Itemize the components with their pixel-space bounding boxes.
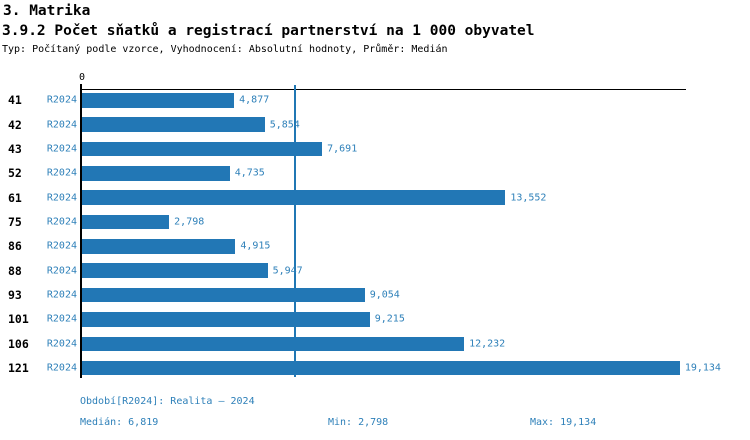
chart-row: 61 R2024 13,552 — [0, 190, 750, 205]
chart-row: 93 R2024 9,054 — [0, 287, 750, 303]
bar — [82, 166, 230, 181]
bar-value-label: 7,691 — [327, 143, 358, 155]
footer-min: Min: 2,798 — [328, 417, 389, 428]
bar-value-label: 2,798 — [174, 216, 205, 228]
chart-row: 52 R2024 4,735 — [0, 166, 750, 181]
bar-value-label: 4,915 — [240, 240, 271, 252]
bar — [82, 312, 370, 327]
row-series-label: R2024 — [46, 362, 77, 374]
chart-row: 41 R2024 4,877 — [0, 93, 750, 108]
axis-zero-label: 0 — [78, 72, 86, 83]
row-series-label: R2024 — [46, 240, 77, 252]
x-axis-line — [81, 89, 686, 91]
chart-row: 121 R2024 19,134 — [0, 360, 750, 376]
footer-max: Max: 19,134 — [530, 417, 597, 428]
row-category-label: 42 — [8, 117, 22, 132]
bar-value-label: 5,947 — [272, 265, 303, 277]
bar — [82, 117, 265, 132]
median-line — [294, 85, 296, 377]
row-series-label: R2024 — [46, 289, 77, 301]
bar-value-label: 19,134 — [684, 362, 721, 374]
chart-row: 43 R2024 7,691 — [0, 141, 750, 157]
bar-value-label: 12,232 — [469, 338, 506, 350]
row-series-label: R2024 — [46, 216, 77, 228]
bar-value-label: 4,735 — [234, 167, 265, 179]
row-series-label: R2024 — [46, 167, 77, 179]
bar-value-label: 13,552 — [510, 192, 547, 204]
chart-row: 75 R2024 2,798 — [0, 214, 750, 230]
row-series-label: R2024 — [46, 265, 77, 277]
chart-row: 42 R2024 5,854 — [0, 117, 750, 132]
row-category-label: 101 — [8, 312, 29, 327]
row-category-label: 121 — [8, 361, 29, 376]
row-category-label: 41 — [8, 93, 22, 108]
chart-row: 86 R2024 4,915 — [0, 239, 750, 254]
chart-row: 101 R2024 9,215 — [0, 312, 750, 327]
row-category-label: 43 — [8, 141, 22, 156]
row-series-label: R2024 — [46, 143, 77, 155]
chart-row: 106 R2024 12,232 — [0, 336, 750, 352]
row-series-label: R2024 — [46, 313, 77, 325]
bar-value-label: 9,054 — [369, 289, 400, 301]
row-series-label: R2024 — [46, 338, 77, 350]
bar — [82, 214, 170, 230]
row-category-label: 86 — [8, 239, 22, 254]
bar — [82, 336, 465, 352]
bar — [82, 239, 236, 254]
bar-value-label: 9,215 — [374, 313, 405, 325]
section-title: 3. Matrika — [3, 3, 91, 19]
row-category-label: 93 — [8, 288, 22, 303]
y-axis-line — [79, 84, 82, 378]
bar — [82, 360, 680, 376]
bar — [82, 190, 506, 205]
bar — [82, 263, 268, 279]
row-category-label: 61 — [8, 190, 22, 205]
row-series-label: R2024 — [46, 192, 77, 204]
bar-value-label: 5,854 — [269, 119, 300, 131]
bar — [82, 93, 235, 108]
bar-value-label: 4,877 — [239, 94, 270, 106]
row-category-label: 106 — [8, 336, 29, 351]
footer-median: Medián: 6,819 — [80, 417, 159, 428]
row-series-label: R2024 — [46, 94, 77, 106]
bar — [82, 287, 365, 303]
footer-period: Období[R2024]: Realita – 2024 — [80, 396, 255, 407]
row-category-label: 52 — [8, 166, 22, 181]
bar — [82, 141, 323, 157]
chart-row: 88 R2024 5,947 — [0, 263, 750, 279]
chart-title: 3.9.2 Počet sňatků a registrací partners… — [2, 23, 535, 39]
row-category-label: 75 — [8, 215, 22, 230]
chart-subtitle: Typ: Počítaný podle vzorce, Vyhodnocení:… — [2, 44, 448, 55]
row-category-label: 88 — [8, 263, 22, 278]
row-series-label: R2024 — [46, 119, 77, 131]
